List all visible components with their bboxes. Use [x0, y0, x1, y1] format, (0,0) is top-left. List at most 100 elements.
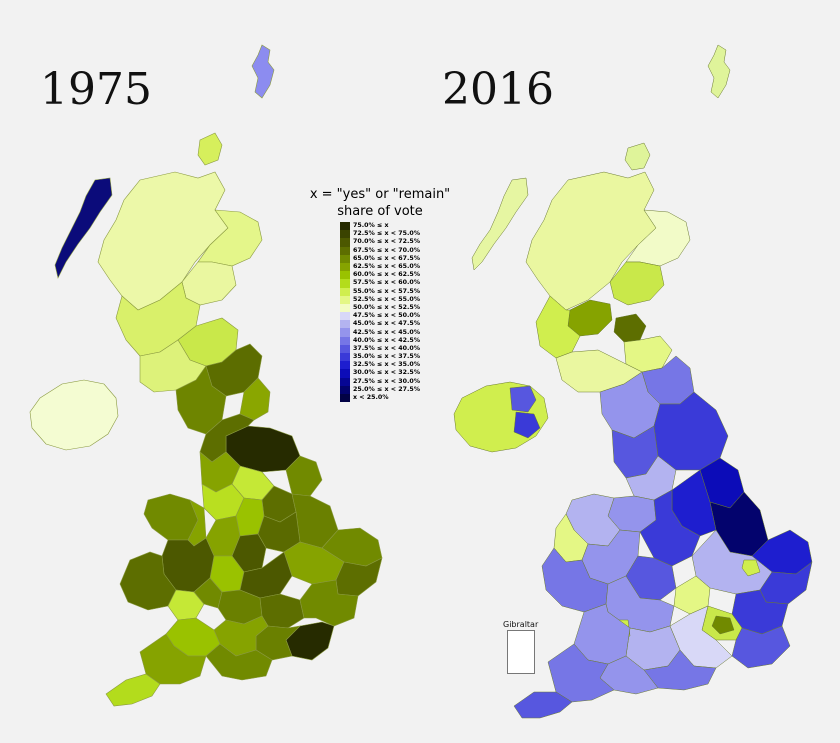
legend-item: 42.5% ≤ x < 45.0%: [340, 328, 421, 337]
region-cumbria-1975[interactable]: [175, 365, 227, 435]
legend-swatch: [340, 246, 350, 255]
legend-swatch: [340, 287, 350, 296]
legend-label: 35.0% ≤ x < 37.5%: [353, 353, 421, 361]
legend-swatch: [340, 262, 350, 272]
map-1975: [29, 44, 383, 707]
legend-label: 57.5% ≤ x < 60.0%: [353, 279, 421, 287]
legend-swatch: [340, 295, 350, 304]
legend-item: 60.0% ≤ x < 62.5%: [340, 271, 421, 280]
legend-label: 70.0% ≤ x < 72.5%: [353, 238, 421, 246]
region-shetland-1975[interactable]: [251, 44, 275, 99]
legend-swatch: [340, 254, 350, 263]
region-orkney-1975[interactable]: [197, 132, 223, 166]
legend-title-line1: x = "yes" or "remain": [309, 187, 451, 202]
legend-item: 27.5% ≤ x < 30.0%: [340, 377, 421, 386]
legend-label: 67.5% ≤ x < 70.0%: [353, 246, 421, 254]
legend-swatch: [340, 336, 350, 345]
legend-swatch: [340, 353, 350, 362]
legend-swatch: [340, 369, 350, 378]
legend-swatch: [340, 393, 350, 403]
legend-label: 42.5% ≤ x < 45.0%: [353, 328, 421, 336]
region-kent-2016[interactable]: [731, 625, 791, 669]
map-2016: [453, 44, 813, 719]
legend-label: 52.5% ≤ x < 55.0%: [353, 295, 421, 303]
legend-label: 25.0% ≤ x < 27.5%: [353, 385, 421, 393]
region-oxford-1975[interactable]: [259, 593, 305, 629]
legend-item: 55.0% ≤ x < 57.5%: [340, 287, 421, 296]
region-london-inner-2016[interactable]: [711, 615, 735, 635]
legend-item: x < 25.0%: [340, 393, 420, 403]
legend-title: x = "yes" or "remain" share of vote: [298, 186, 462, 220]
legend-swatch: [340, 344, 350, 353]
map-title-2016: 2016: [442, 64, 554, 115]
legend-item: 65.0% ≤ x < 67.5%: [340, 254, 421, 263]
legend-item: 70.0% ≤ x < 72.5%: [340, 238, 421, 247]
legend-label: 45.0% ≤ x < 47.5%: [353, 320, 421, 328]
legend-label: x < 25.0%: [353, 394, 389, 402]
region-orkney-2016[interactable]: [624, 142, 651, 171]
legend-label: 47.5% ≤ x < 50.0%: [353, 312, 421, 320]
legend-label: 72.5% ≤ x < 75.0%: [353, 230, 421, 238]
legend-title-line2: share of vote: [337, 204, 423, 219]
gibraltar-inset-label: Gibraltar: [503, 620, 539, 629]
legend-label: 37.5% ≤ x < 40.0%: [353, 344, 421, 352]
region-western-isles-2016[interactable]: [471, 177, 529, 271]
region-dorset-hants-1975[interactable]: [205, 643, 273, 681]
region-edinburgh-2016[interactable]: [613, 313, 647, 343]
region-western-isles-1975[interactable]: [54, 177, 113, 279]
region-cambridge-city-2016[interactable]: [741, 559, 761, 577]
legend-item: 75.0% ≤ x: [340, 222, 420, 231]
region-strathclyde-2016[interactable]: [535, 295, 581, 359]
region-northern-ireland-1975[interactable]: [29, 379, 119, 451]
map-title-1975: 1975: [40, 64, 152, 115]
region-essex-1975[interactable]: [299, 579, 359, 627]
legend-swatch: [340, 377, 350, 386]
region-shetland-2016[interactable]: [707, 44, 731, 99]
legend-label: 32.5% ≤ x < 35.0%: [353, 361, 421, 369]
legend-item: 32.5% ≤ x < 35.0%: [340, 361, 421, 370]
legend-label: 60.0% ≤ x < 62.5%: [353, 271, 421, 279]
region-tayside-2016[interactable]: [609, 261, 665, 306]
legend-item: 57.5% ≤ x < 60.0%: [340, 279, 421, 288]
legend-swatch: [340, 230, 350, 239]
legend-label: 55.0% ≤ x < 57.5%: [353, 287, 421, 295]
region-hants-2016[interactable]: [643, 649, 717, 691]
legend-item: 47.5% ≤ x < 50.0%: [340, 312, 421, 321]
legend-swatch: [340, 303, 350, 313]
region-cornwall-1975[interactable]: [105, 673, 161, 707]
legend-item: 50.0% ≤ x < 52.5%: [340, 303, 421, 313]
legend-label: 27.5% ≤ x < 30.0%: [353, 377, 421, 385]
legend-item: 40.0% ≤ x < 42.5%: [340, 336, 421, 345]
region-gwynedd-1975[interactable]: [143, 493, 199, 541]
legend-swatch: [340, 279, 350, 288]
legend-swatch: [340, 320, 350, 329]
legend-swatch: [340, 238, 350, 247]
legend-label: 75.0% ≤ x: [353, 222, 389, 230]
legend-item: 35.0% ≤ x < 37.5%: [340, 353, 421, 362]
legend-item: 72.5% ≤ x < 75.0%: [340, 230, 421, 239]
legend-item: 45.0% ≤ x < 47.5%: [340, 320, 421, 329]
legend-swatch: [340, 328, 350, 337]
legend-label: 65.0% ≤ x < 67.5%: [353, 254, 421, 262]
legend-swatch: [340, 271, 350, 280]
legend-item: 67.5% ≤ x < 70.0%: [340, 246, 421, 255]
legend-item: 30.0% ≤ x < 32.5%: [340, 369, 421, 378]
legend-swatch: [340, 361, 350, 370]
legend-swatch: [340, 222, 350, 231]
legend-item: 62.5% ≤ x < 65.0%: [340, 262, 421, 272]
legend-label: 50.0% ≤ x < 52.5%: [353, 303, 421, 311]
legend-item: 37.5% ≤ x < 40.0%: [340, 344, 421, 353]
legend-item: 25.0% ≤ x < 27.5%: [340, 385, 421, 394]
legend-item: 52.5% ≤ x < 55.0%: [340, 295, 421, 304]
legend: 75.0% ≤ x 72.5% ≤ x < 75.0% 70.0% ≤ x < 72…: [340, 222, 421, 403]
legend-label: 62.5% ≤ x < 65.0%: [353, 263, 421, 271]
legend-label: 40.0% ≤ x < 42.5%: [353, 336, 421, 344]
region-belfast-ni-2016[interactable]: [509, 385, 537, 413]
region-antrim-2016[interactable]: [513, 411, 541, 439]
gibraltar-inset-frame: [507, 630, 535, 674]
legend-swatch: [340, 385, 350, 394]
legend-swatch: [340, 312, 350, 321]
legend-label: 30.0% ≤ x < 32.5%: [353, 369, 421, 377]
region-cornwall-2016[interactable]: [513, 691, 573, 719]
